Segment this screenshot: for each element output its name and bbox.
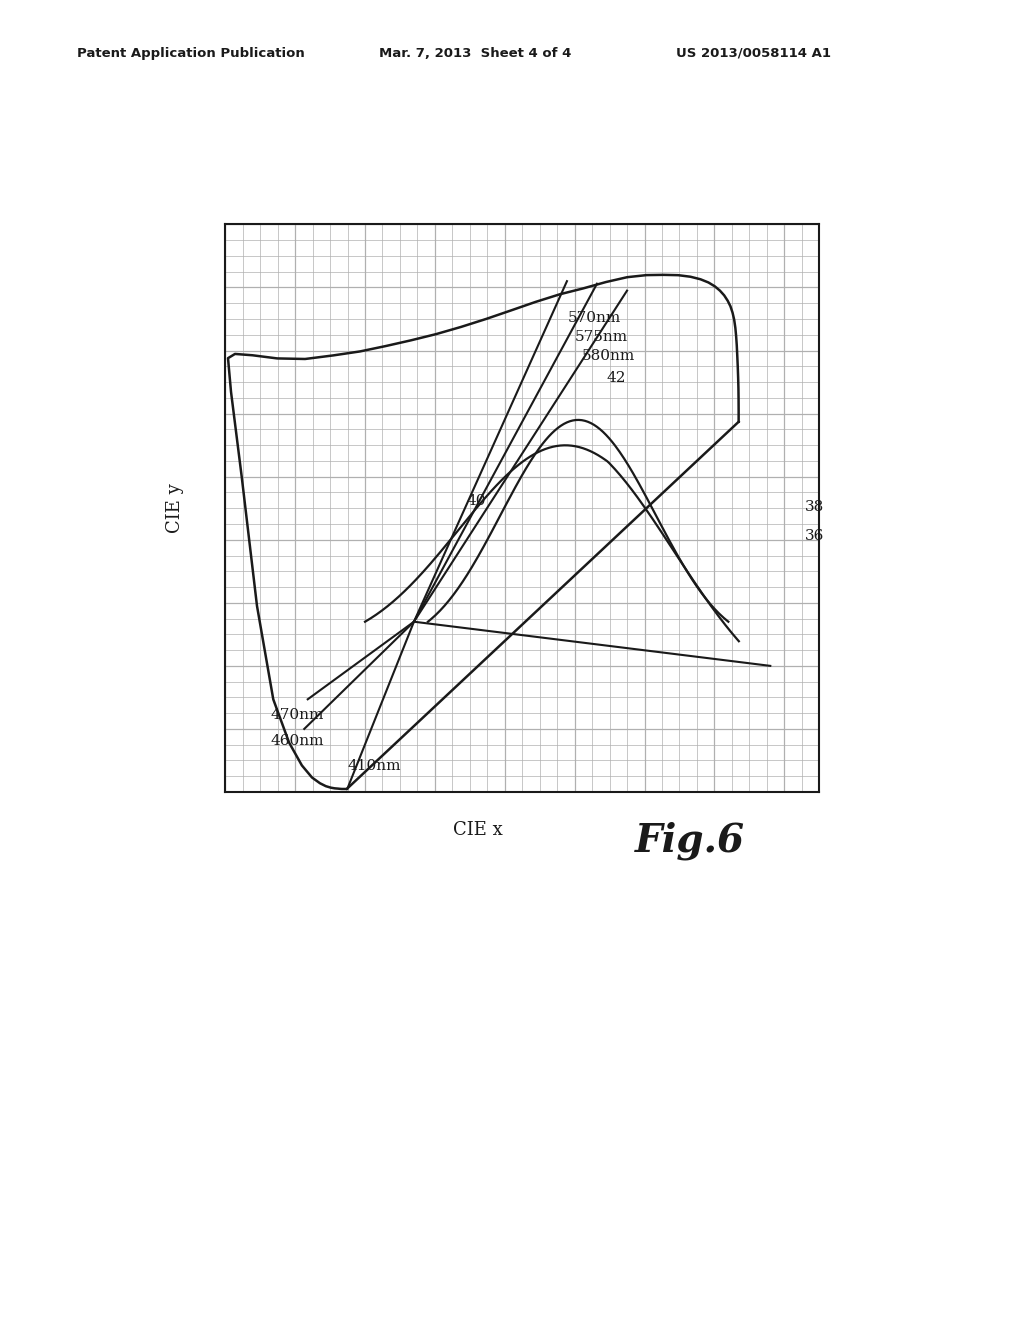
- Text: Patent Application Publication: Patent Application Publication: [77, 46, 304, 59]
- Text: 40: 40: [466, 494, 485, 508]
- Text: 38: 38: [805, 500, 824, 515]
- Text: 580nm: 580nm: [582, 348, 635, 363]
- Text: US 2013/0058114 A1: US 2013/0058114 A1: [676, 46, 830, 59]
- Text: 570nm: 570nm: [567, 312, 621, 325]
- Text: 460nm: 460nm: [270, 734, 325, 747]
- Text: 575nm: 575nm: [574, 330, 628, 345]
- Text: 410nm: 410nm: [347, 759, 401, 774]
- Text: 470nm: 470nm: [270, 709, 324, 722]
- Text: Fig.6: Fig.6: [635, 821, 744, 859]
- Text: 36: 36: [805, 529, 824, 543]
- Text: CIE x: CIE x: [453, 821, 503, 838]
- Text: CIE y: CIE y: [166, 483, 183, 533]
- Text: Mar. 7, 2013  Sheet 4 of 4: Mar. 7, 2013 Sheet 4 of 4: [379, 46, 571, 59]
- Text: 42: 42: [606, 371, 626, 385]
